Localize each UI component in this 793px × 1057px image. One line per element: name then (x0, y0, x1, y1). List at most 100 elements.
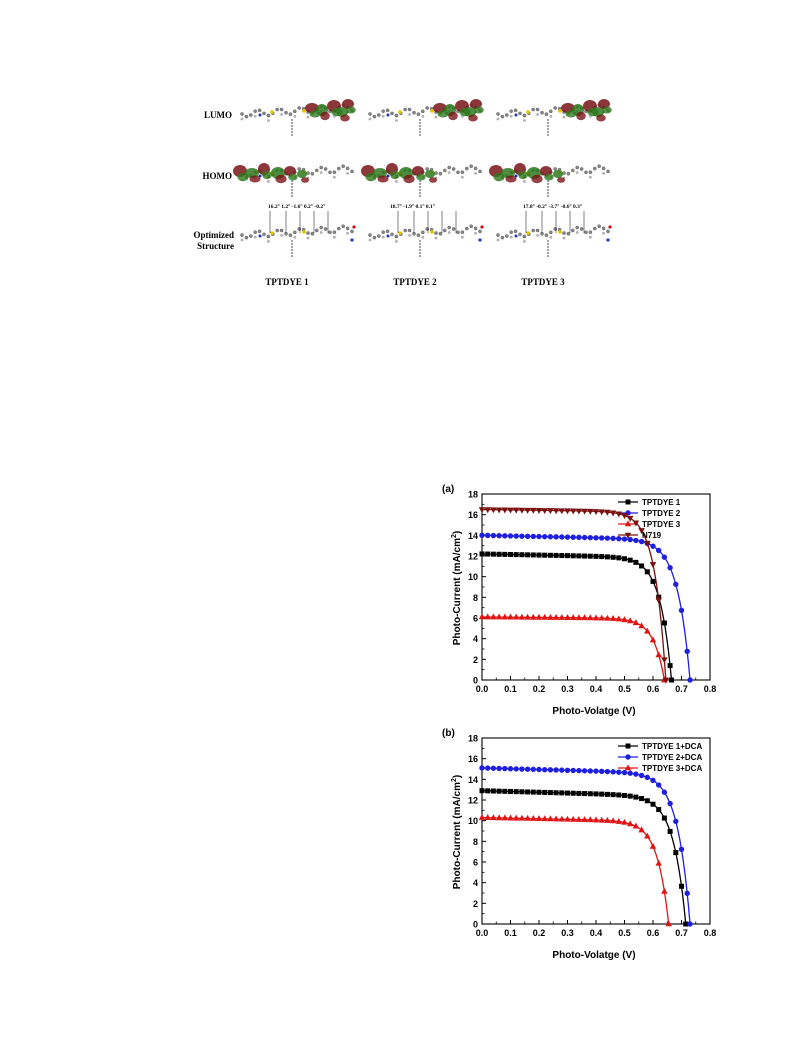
panel-label-a: (a) (442, 484, 454, 495)
data-point (678, 607, 685, 614)
data-point (501, 613, 509, 620)
data-point (558, 613, 566, 620)
data-point (644, 569, 650, 575)
data-point (512, 814, 520, 821)
legend-marker (625, 754, 631, 760)
dihedral-angles-dye-3: 17.8° -0.2° -3.7° -0.6° 0.3° (523, 204, 583, 210)
data-point (650, 578, 656, 584)
data-point (553, 534, 559, 540)
legend-label: TPTDYE 2+DCA (642, 753, 702, 762)
data-point (587, 534, 594, 541)
data-point (627, 793, 633, 799)
data-point (615, 615, 623, 622)
data-point (626, 617, 634, 624)
x-axis-label-a: Photo-Volatge (V) (552, 706, 635, 717)
plot-area-a: 0 2 4 6 8 10 12 14 16 18 0.0 0.1 0.2 0.3 0.4 0.5 0.6 0.7 0… (468, 490, 716, 695)
data-point (616, 535, 622, 542)
molecule-dye-3-row-2 (489, 163, 610, 198)
data-point (553, 767, 559, 773)
y-tick-label: 8 (473, 593, 478, 603)
data-point (484, 613, 491, 620)
legend-marker (624, 532, 632, 539)
data-point (530, 814, 537, 821)
data-point (587, 791, 593, 797)
data-point (667, 663, 673, 669)
y-tick-label: 6 (473, 858, 478, 868)
data-point (496, 551, 502, 557)
x-tick-label: 0.2 (533, 684, 546, 694)
data-point (649, 842, 657, 849)
data-point (524, 814, 531, 821)
series-tptdye-2 (479, 532, 693, 683)
data-point (667, 800, 673, 807)
data-point (535, 613, 543, 620)
data-point (621, 616, 628, 623)
data-point (593, 553, 599, 559)
molecule-dye-3-row-3 (496, 211, 612, 258)
data-point (678, 846, 685, 852)
data-point (621, 818, 628, 825)
data-point (673, 818, 679, 825)
data-point (638, 528, 645, 535)
data-point (587, 553, 593, 559)
data-point (638, 622, 645, 629)
data-point (564, 534, 571, 540)
data-point (581, 508, 588, 515)
data-point (570, 553, 576, 559)
data-point (599, 535, 605, 541)
data-point (644, 798, 650, 804)
data-point (547, 767, 554, 773)
data-point (552, 508, 560, 515)
data-point (656, 547, 662, 554)
data-point (513, 789, 519, 795)
y-tick-label: 12 (468, 796, 478, 806)
legend-label: TPTDYE 1+DCA (642, 742, 702, 751)
data-point (536, 533, 542, 540)
y-tick-label: 16 (468, 754, 478, 764)
data-point (587, 768, 594, 774)
data-point (687, 921, 693, 927)
row-label-optimized-structure: Optimized Structure (193, 230, 235, 251)
data-point (655, 651, 662, 658)
data-point (632, 822, 640, 829)
data-point (633, 537, 639, 544)
y-tick-label: 8 (473, 837, 478, 847)
data-point (569, 614, 577, 621)
data-point (639, 563, 645, 569)
data-point (547, 552, 553, 558)
data-point (633, 794, 639, 800)
data-point (587, 614, 594, 621)
data-point (616, 792, 622, 798)
data-point (495, 507, 503, 514)
data-point (627, 536, 633, 543)
data-point (541, 508, 548, 515)
data-point (490, 814, 497, 821)
data-point (535, 507, 543, 514)
data-point (559, 790, 565, 796)
data-point (479, 532, 485, 539)
data-point (662, 677, 670, 684)
data-point (621, 769, 628, 776)
data-point (484, 507, 491, 514)
data-point (626, 820, 634, 827)
data-point (490, 613, 497, 620)
x-tick-label: 0.3 (561, 928, 574, 938)
data-point (581, 614, 588, 621)
data-point (508, 788, 513, 794)
data-point (501, 814, 509, 821)
data-point (530, 766, 537, 773)
data-point (581, 768, 588, 774)
data-point (598, 816, 605, 823)
data-point (542, 789, 548, 795)
data-point (592, 614, 600, 621)
data-point (650, 801, 656, 807)
molecule-dye-2-row-2 (361, 163, 482, 198)
dye-label-1: TPTDYE 1 (265, 277, 309, 287)
x-tick-label: 0.0 (476, 928, 489, 938)
data-point (512, 507, 520, 514)
series-tptdye-1-dca (479, 788, 689, 927)
data-point (661, 657, 668, 664)
legend-marker (625, 743, 631, 749)
data-point (570, 534, 576, 540)
data-point (570, 767, 576, 774)
